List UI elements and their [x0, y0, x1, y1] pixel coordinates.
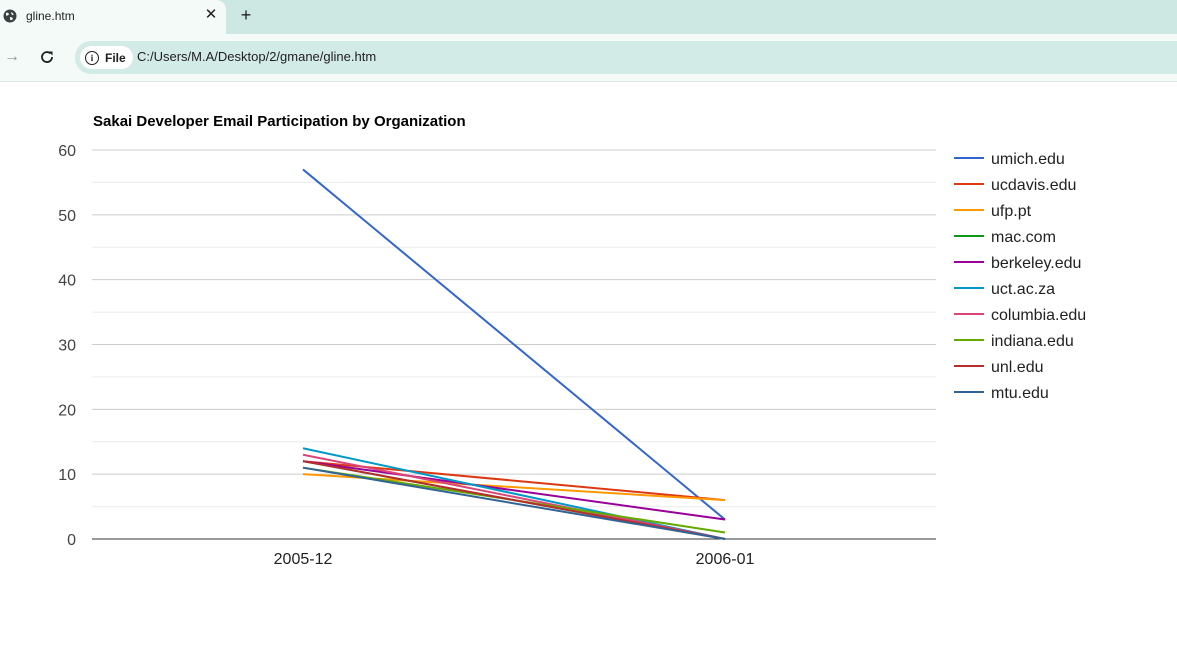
site-info-chip[interactable]: i File [80, 46, 133, 69]
legend-label[interactable]: unl.edu [991, 359, 1044, 376]
reload-icon[interactable] [38, 47, 56, 67]
close-icon[interactable]: ✕ [204, 6, 218, 23]
x-axis-ticks: 2005-12 2006-01 [274, 551, 755, 568]
y-tick-label: 60 [58, 143, 76, 160]
legend-label[interactable]: columbia.edu [991, 307, 1086, 324]
legend: umich.edu ucdavis.edu ufp.pt mac.com berkele… [954, 151, 1086, 402]
legend-label[interactable]: ufp.pt [991, 203, 1032, 220]
y-tick-label: 20 [58, 402, 76, 419]
plus-icon[interactable]: + [240, 5, 252, 25]
series-line-berkeley-edu[interactable] [302, 460, 726, 521]
tab-active[interactable]: gline.htm ✕ [0, 0, 226, 34]
y-tick-label: 50 [58, 208, 76, 225]
tab-strip: gline.htm ✕ + [0, 0, 1177, 34]
x-tick-label: 2005-12 [274, 551, 333, 568]
series-line-umich-edu[interactable] [302, 168, 726, 521]
series-line-mtu-edu[interactable] [302, 466, 726, 540]
legend-label[interactable]: mtu.edu [991, 385, 1049, 402]
chart-title: Sakai Developer Email Participation by O… [93, 113, 466, 130]
legend-label[interactable]: uct.ac.za [991, 281, 1055, 298]
y-tick-label: 10 [58, 467, 76, 484]
forward-arrow-icon[interactable]: → [4, 48, 20, 65]
y-tick-label: 0 [67, 532, 76, 549]
legend-label[interactable]: umich.edu [991, 151, 1065, 168]
line-chart: Sakai Developer Email Participation by O… [58, 113, 1086, 568]
y-tick-label: 30 [58, 338, 76, 355]
legend-label[interactable]: berkeley.edu [991, 255, 1081, 272]
legend-label[interactable]: indiana.edu [991, 333, 1074, 350]
series-line-uct-ac-za[interactable] [302, 447, 726, 540]
legend-label[interactable]: mac.com [991, 229, 1056, 246]
gridlines [92, 149, 936, 540]
series-line-ucdavis-edu[interactable] [302, 460, 726, 502]
url-text[interactable]: C:/Users/M.A/Desktop/2/gmane/gline.htm [137, 49, 377, 64]
tab-title: gline.htm [26, 9, 75, 23]
series-line-columbia-edu[interactable] [302, 453, 726, 540]
series-lines [302, 168, 726, 540]
series-line-unl-edu[interactable] [302, 460, 726, 540]
browser-toolbar: → i File C:/Users/M.A/Desktop/2/gmane/gl… [0, 34, 1177, 82]
address-bar[interactable]: i File C:/Users/M.A/Desktop/2/gmane/glin… [75, 41, 1177, 74]
site-info-label: File [105, 50, 126, 65]
globe-icon [3, 9, 17, 23]
y-axis-ticks: 0 10 20 30 40 50 60 [58, 143, 76, 549]
info-icon: i [85, 50, 99, 65]
legend-label[interactable]: ucdavis.edu [991, 177, 1076, 194]
y-tick-label: 40 [58, 273, 76, 290]
x-tick-label: 2006-01 [696, 551, 755, 568]
